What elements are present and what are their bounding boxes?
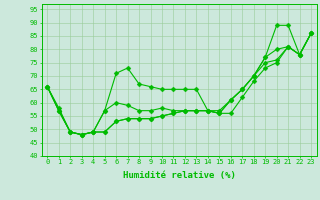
X-axis label: Humidité relative (%): Humidité relative (%) (123, 171, 236, 180)
